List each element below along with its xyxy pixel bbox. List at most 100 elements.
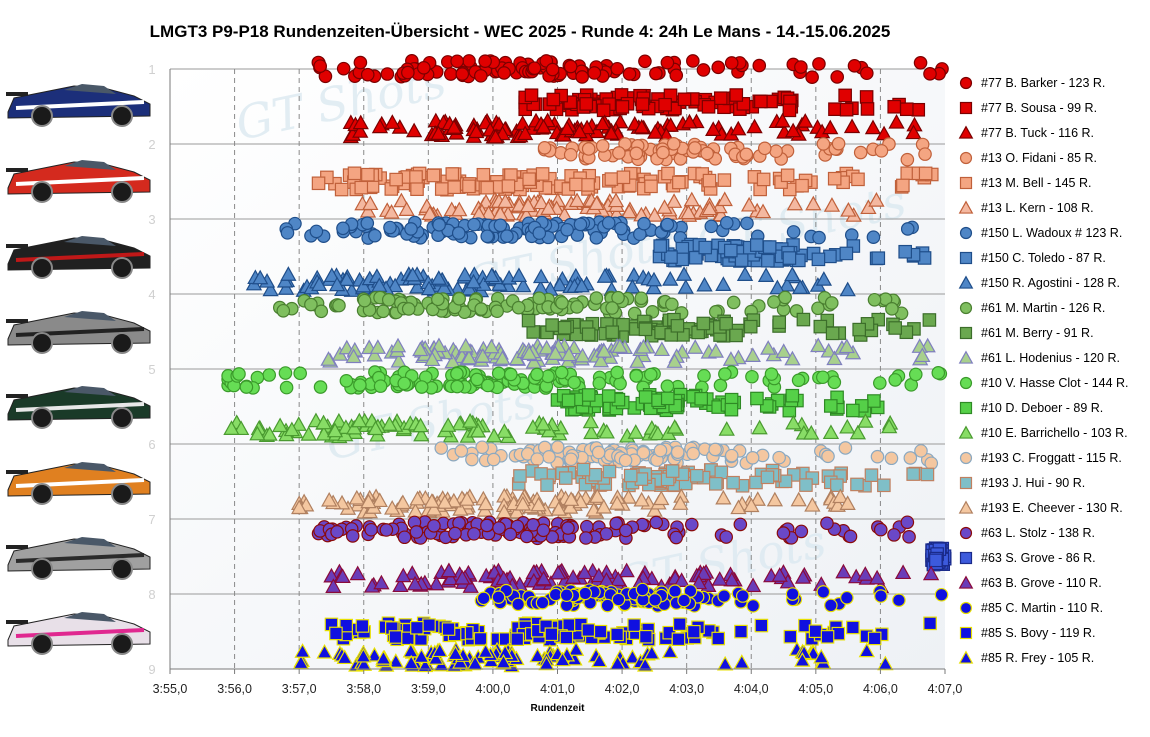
car-window: [64, 537, 116, 547]
data-point: [451, 226, 466, 240]
data-point: [417, 657, 434, 673]
data-point: [373, 574, 390, 590]
data-point: [647, 124, 664, 139]
data-point: [300, 426, 317, 441]
data-point: [645, 271, 663, 287]
data-point: [922, 313, 937, 327]
data-point: [417, 60, 431, 75]
car-wheel: [111, 407, 133, 429]
data-point: [771, 567, 788, 582]
data-point: [792, 279, 809, 294]
data-point: [442, 570, 459, 586]
data-point: [881, 418, 898, 434]
data-point: [535, 570, 552, 586]
data-point: [398, 201, 415, 216]
data-point: [346, 419, 363, 435]
data-point: [920, 467, 935, 482]
data-point: [666, 137, 681, 151]
series-1: [311, 54, 949, 85]
legend-marker: [958, 199, 974, 214]
data-point: [480, 518, 494, 533]
car-wheel: [111, 332, 133, 354]
data-point: [355, 619, 370, 633]
data-point: [633, 118, 650, 134]
data-point: [624, 278, 641, 294]
data-point: [892, 593, 906, 608]
series-16: [434, 440, 939, 471]
data-point: [785, 414, 802, 430]
data-point: [827, 375, 842, 390]
data-point: [529, 647, 546, 663]
data-point: [598, 423, 615, 439]
data-point: [474, 69, 488, 83]
legend-item: #10 D. Deboer - 89 R.: [958, 395, 1148, 420]
data-point: [680, 204, 697, 220]
data-point: [239, 380, 254, 394]
data-point: [826, 350, 843, 366]
data-point: [838, 88, 852, 103]
data-point: [480, 180, 495, 195]
data-point: [635, 582, 650, 597]
legend-label: #85 S. Bovy - 119 R.: [981, 625, 1096, 640]
data-point: [846, 620, 860, 635]
data-point: [360, 493, 377, 509]
data-point: [634, 291, 649, 306]
x-tick-label: 4:03,0: [669, 682, 704, 696]
data-point: [653, 239, 667, 253]
data-point: [414, 380, 429, 394]
data-point: [535, 415, 552, 431]
series-10: [272, 290, 909, 321]
data-point: [743, 497, 760, 513]
data-point: [252, 269, 269, 285]
data-point: [664, 250, 678, 264]
data-point: [713, 91, 728, 105]
data-point: [766, 491, 784, 507]
data-point: [495, 653, 512, 669]
data-point: [730, 120, 747, 136]
car-wheel: [31, 483, 53, 505]
series-23: [324, 616, 937, 647]
y-tick-label: 8: [148, 587, 155, 602]
data-point: [794, 569, 812, 584]
data-point: [379, 523, 394, 537]
data-point: [760, 340, 777, 355]
data-point: [899, 102, 914, 117]
data-point: [648, 593, 662, 607]
data-point: [711, 631, 726, 646]
data-point: [636, 445, 651, 460]
data-point: [864, 468, 879, 482]
data-point: [757, 141, 772, 156]
legend-marker-shape: [959, 626, 973, 639]
data-point: [323, 267, 340, 283]
legend-label: #61 M. Martin - 126 R.: [981, 300, 1106, 315]
data-point: [555, 296, 569, 310]
data-point: [445, 492, 462, 508]
data-point: [522, 172, 536, 186]
data-point: [361, 167, 375, 182]
data-point: [533, 194, 550, 210]
data-point: [887, 528, 901, 542]
data-point: [462, 179, 476, 194]
data-point: [867, 631, 882, 646]
legend-marker: [959, 376, 973, 389]
legend-item: #13 M. Bell - 145 R.: [958, 170, 1148, 195]
data-point: [486, 452, 501, 467]
data-point: [643, 644, 660, 660]
data-point: [349, 565, 366, 581]
data-point: [313, 59, 328, 73]
data-point: [470, 372, 484, 387]
data-point: [749, 475, 763, 490]
data-point: [564, 569, 582, 584]
data-point: [514, 115, 531, 130]
data-point: [599, 527, 614, 541]
car-wheel: [111, 483, 133, 505]
data-point: [514, 495, 531, 511]
data-point: [827, 171, 842, 186]
data-point: [722, 351, 740, 366]
x-tick-label: 4:06,0: [863, 682, 898, 696]
data-point: [567, 375, 581, 390]
data-point: [823, 197, 841, 212]
data-point: [799, 478, 813, 492]
legend-label: #10 D. Deboer - 89 R.: [981, 400, 1104, 415]
data-point: [832, 488, 849, 504]
